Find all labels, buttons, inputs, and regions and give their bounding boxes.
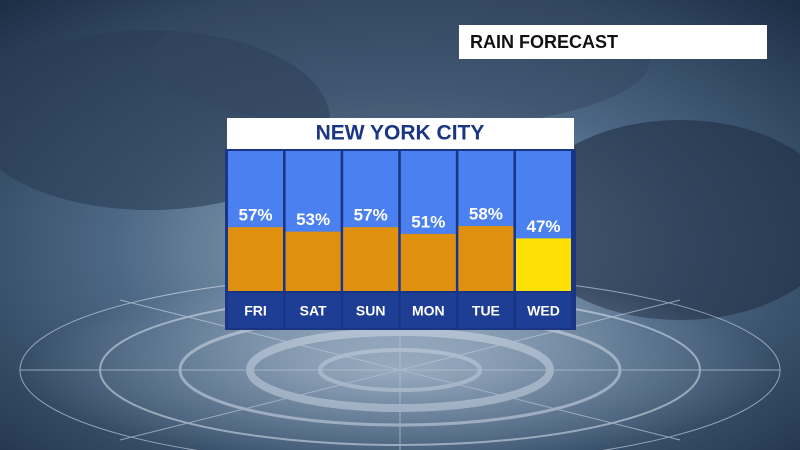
- day-box: [516, 293, 571, 328]
- bar: [343, 227, 399, 291]
- label-box: [459, 25, 767, 59]
- cloud: [520, 120, 800, 320]
- value-label: 51%: [411, 212, 445, 231]
- chart-title: NEW YORK CITY: [316, 122, 485, 145]
- day-box: [343, 293, 399, 328]
- day-box: [285, 293, 341, 328]
- day-box: [228, 293, 283, 328]
- x-tick-label: TUE: [472, 303, 500, 319]
- x-tick-label: MON: [412, 303, 445, 319]
- value-label: 58%: [469, 205, 503, 224]
- value-label: 57%: [238, 206, 272, 225]
- x-tick-label: FRI: [244, 303, 267, 319]
- bar: [400, 233, 456, 291]
- title-box: [227, 118, 574, 149]
- value-label: 47%: [526, 217, 560, 236]
- bar: [285, 231, 341, 291]
- bar: [228, 227, 283, 291]
- day-box: [458, 293, 514, 328]
- value-label: 57%: [354, 206, 388, 225]
- x-tick-label: SAT: [300, 303, 327, 319]
- x-tick-label: WED: [527, 303, 560, 319]
- day-box: [400, 293, 456, 328]
- radar: [19, 274, 781, 450]
- bar: [516, 238, 571, 291]
- label: RAIN FORECAST: [470, 32, 618, 52]
- bar: [458, 226, 514, 291]
- value-label: 53%: [296, 210, 330, 229]
- x-tick-label: SUN: [356, 303, 386, 319]
